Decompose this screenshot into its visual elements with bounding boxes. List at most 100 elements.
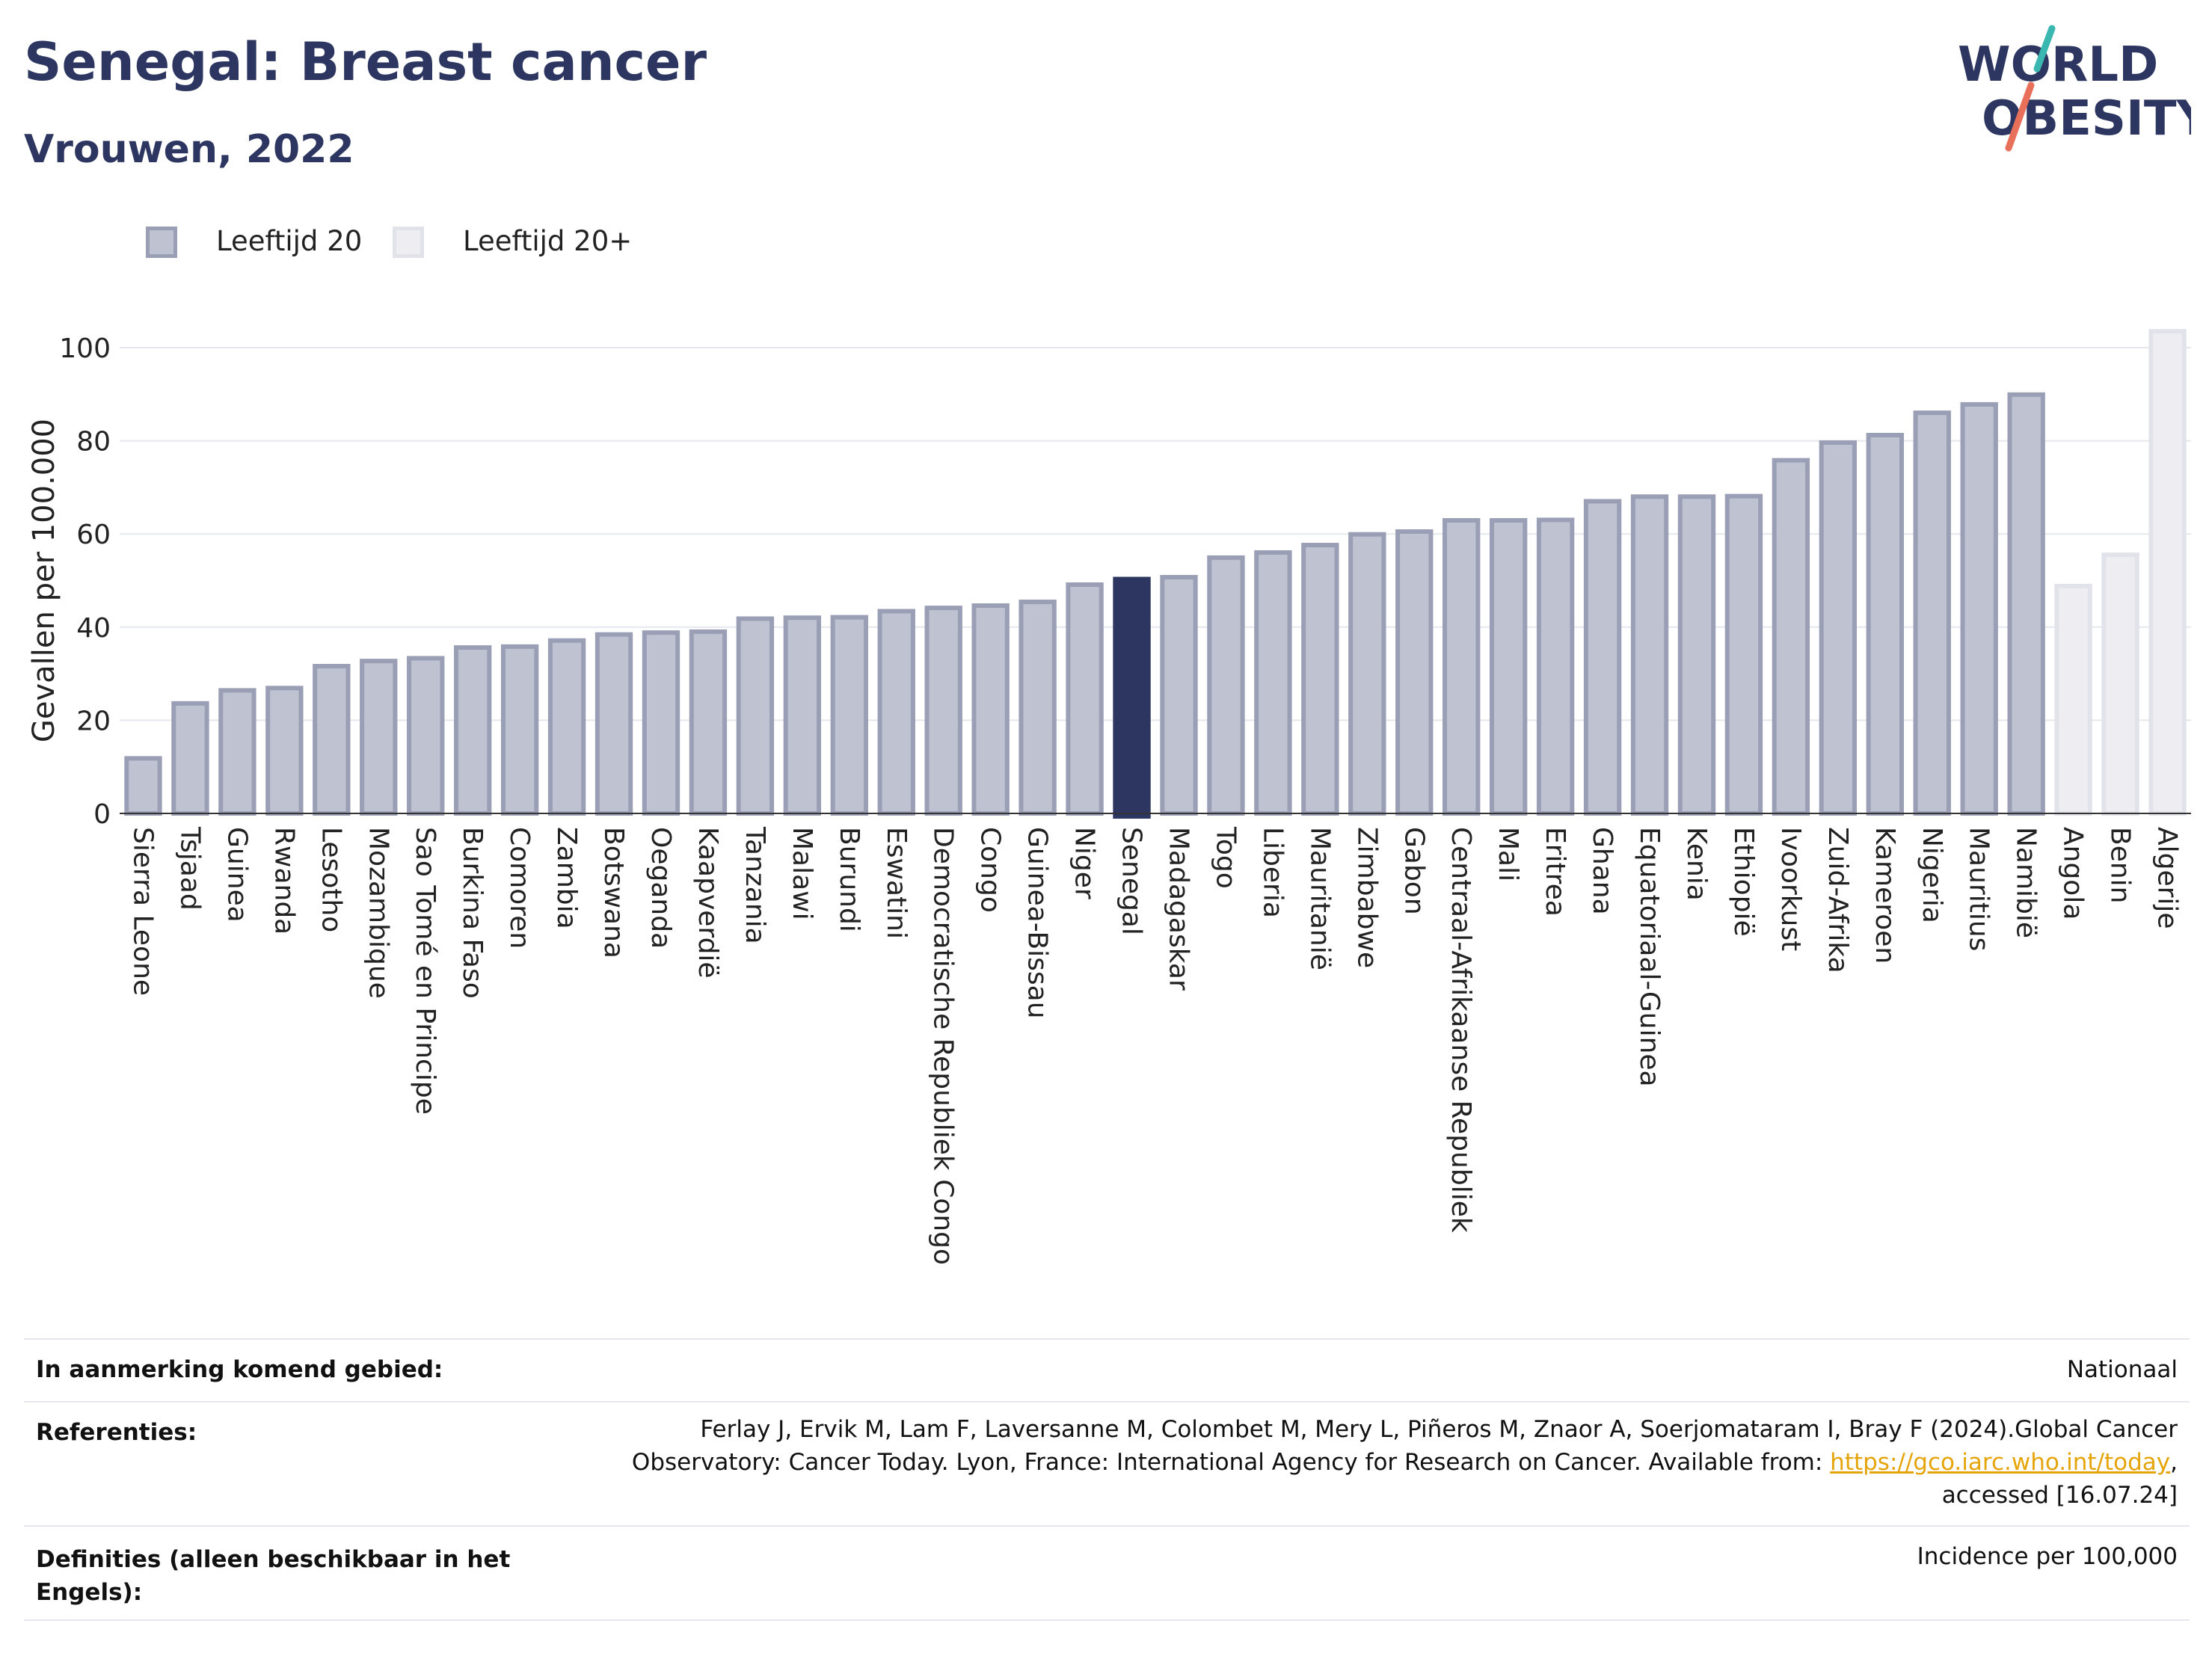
x-tick-label: Mali <box>1493 827 1523 881</box>
footer-row-definitions: Definities (alleen beschikbaar in het En… <box>24 1525 2190 1621</box>
bar <box>1207 555 1245 816</box>
footer-value: Ferlay J, Ervik M, Lam F, Laversanne M, … <box>632 1413 2178 1512</box>
x-tick-label: Liberia <box>1257 827 1288 918</box>
bar <box>1536 517 1575 816</box>
legend-label: Leeftijd 20+ <box>463 225 633 257</box>
x-tick-label: Rwanda <box>268 827 299 935</box>
x-tick-label: Tanzania <box>740 826 770 944</box>
bar <box>783 615 822 816</box>
reference-line-1: Ferlay J, Ervik M, Lam F, Laversanne M, … <box>700 1416 2178 1443</box>
reference-link[interactable]: https://gco.iarc.who.int/today <box>1830 1449 2171 1476</box>
footer-value: Nationaal <box>2066 1356 2178 1383</box>
bar <box>2101 552 2139 816</box>
bar <box>265 686 304 816</box>
x-tick-label: Senegal <box>1116 827 1147 935</box>
reference-line-2: Observatory: Cancer Today. Lyon, France:… <box>632 1446 2178 1479</box>
footer-label-line: Definities (alleen beschikbaar in het <box>36 1546 511 1573</box>
bar <box>877 609 915 816</box>
bar <box>642 630 681 816</box>
bar <box>1348 532 1386 816</box>
x-tick-label: Congo <box>975 827 1006 913</box>
page-subtitle: Vrouwen, 2022 <box>24 127 354 172</box>
bar <box>595 632 633 816</box>
x-tick-label: Botswana <box>598 827 629 958</box>
y-tick-label: 20 <box>76 706 111 736</box>
bar <box>1254 550 1292 816</box>
bar-chart: 0 20 40 60 80 100 Gevallen per 100.000 Sierra L… <box>27 329 2191 1265</box>
x-tick-label: Burundi <box>834 827 864 932</box>
reference-line-3: accessed [16.07.24] <box>1941 1482 2178 1509</box>
x-tick-label: Equatoriaal-Guinea <box>1634 827 1665 1087</box>
x-tick-label: Benin <box>2105 827 2136 903</box>
legend-swatch <box>146 227 177 258</box>
x-tick-label: Kaapverdië <box>692 827 723 979</box>
x-tick-label: Gabon <box>1398 827 1429 915</box>
x-tick-label: Algerije <box>2152 827 2183 929</box>
y-tick-label: 80 <box>76 427 111 458</box>
x-tick-label: Angola <box>2058 827 2089 920</box>
bar <box>1443 518 1481 816</box>
x-tick-label: Ethiopië <box>1728 827 1759 937</box>
reference-text: Observatory: Cancer Today. Lyon, France:… <box>631 1449 1831 1476</box>
footer-label: Referenties: <box>36 1419 197 1446</box>
x-tick-label: Centraal-Afrikaanse Republiek <box>1446 827 1476 1233</box>
bar <box>1066 582 1104 816</box>
y-tick-label: 40 <box>76 613 111 644</box>
bar <box>2007 392 2045 816</box>
x-tick-label: Zambia <box>551 827 582 929</box>
bar <box>1960 401 1998 816</box>
x-tick-label: Ghana <box>1587 827 1617 915</box>
bar <box>971 603 1010 816</box>
y-tick-label: 60 <box>76 520 111 550</box>
bar <box>1160 575 1198 816</box>
x-tick-label: Burkina Faso <box>457 827 488 999</box>
bar <box>1395 529 1434 816</box>
x-tick-label: Eritrea <box>1540 827 1570 917</box>
bar <box>924 606 962 816</box>
bar <box>689 629 728 816</box>
bar <box>1724 493 1763 816</box>
x-tick-label: Kenia <box>1681 827 1712 901</box>
footer-value: Incidence per 100,000 <box>1917 1543 2178 1570</box>
x-tick-label: Niger <box>1069 827 1100 899</box>
bar <box>1489 518 1528 816</box>
y-tick-label: 100 <box>59 333 111 364</box>
x-tick-label: Mauritanië <box>1304 827 1335 970</box>
logo-line1: WORLD <box>1958 37 2158 93</box>
bar <box>1583 499 1622 816</box>
x-tick-label: Mauritius <box>1964 827 1994 951</box>
x-tick-label: Namibië <box>2011 827 2042 938</box>
bar <box>1913 410 1951 816</box>
bar <box>171 701 209 816</box>
bar <box>500 644 539 816</box>
bar <box>313 664 351 816</box>
bar <box>1630 494 1669 816</box>
x-tick-label: Sierra Leone <box>127 827 158 996</box>
world-obesity-logo: WORLD OBESITY <box>1958 25 2191 152</box>
legend-swatch <box>393 227 424 258</box>
x-tick-label: Nigeria <box>1917 827 1947 923</box>
bar <box>218 688 256 816</box>
x-tick-label: Comoren <box>504 827 535 949</box>
footer-row-references: Referenties: Ferlay J, Ervik M, Lam F, L… <box>24 1401 2190 1525</box>
x-tick-label: Guinea <box>221 827 252 923</box>
x-tick-label: Democratische Republiek Congo <box>928 827 959 1265</box>
x-tick-label: Zimbabwe <box>1351 827 1382 968</box>
info-footer: In aanmerking komend gebied: Nationaal R… <box>24 1338 2190 1621</box>
x-tick-label: Mozambique <box>363 827 393 999</box>
x-tick-label: Sao Tomé en Principe <box>410 827 440 1115</box>
bar <box>736 616 775 816</box>
bar <box>360 659 398 816</box>
logo-slash-top-icon <box>2033 25 2056 73</box>
x-tick-label: Kameroen <box>1870 827 1900 964</box>
x-tick-label: Oeganda <box>645 827 676 949</box>
bar <box>453 645 492 816</box>
bar <box>1301 543 1339 816</box>
x-tick-label: Eswatini <box>881 827 912 939</box>
x-tick-label: Ivoorkust <box>1775 827 1806 951</box>
x-tick-label: Lesotho <box>316 827 346 932</box>
reference-text: , <box>2170 1449 2178 1476</box>
x-tick-label: Guinea-Bissau <box>1022 827 1053 1019</box>
logo-slash-bottom-icon <box>2005 81 2035 152</box>
bar <box>1677 494 1716 816</box>
